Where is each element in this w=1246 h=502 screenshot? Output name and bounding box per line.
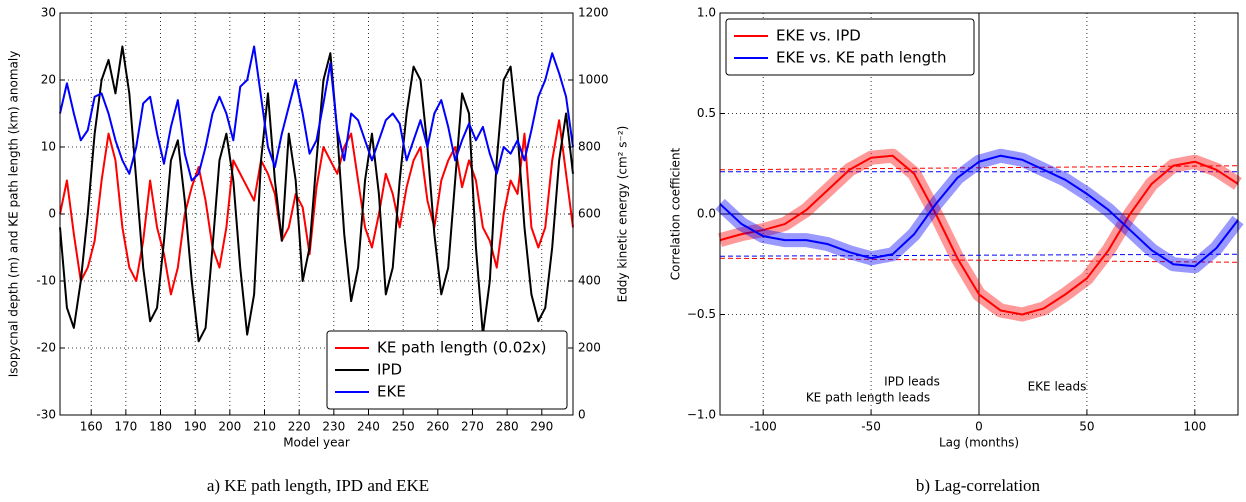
x-tick-label: 0 [975, 420, 983, 434]
x-tick-label: 290 [530, 420, 553, 434]
y-tick-label: 20 [41, 73, 56, 87]
x-tick-label: -50 [861, 420, 881, 434]
x-axis-label: Lag (months) [939, 436, 1019, 450]
y2-tick-label: 600 [578, 207, 601, 221]
x-tick-label: 170 [114, 420, 137, 434]
caption: b) Lag-correlation [916, 476, 1041, 495]
y-tick-label: −1.0 [687, 408, 716, 422]
x-tick-label: 270 [461, 420, 484, 434]
x-tick-label: 220 [288, 420, 311, 434]
y-axis-label: Correlation coefficient [669, 147, 683, 280]
y-tick-label: 10 [41, 140, 56, 154]
x-axis-label: Model year [283, 436, 350, 450]
y2-tick-label: 0 [578, 408, 586, 422]
x-tick-label: 100 [1183, 420, 1206, 434]
legend-label: IPD [377, 361, 402, 379]
significance-line [719, 253, 1239, 257]
annotation: KE path length leads [806, 391, 930, 405]
x-tick-label: 180 [149, 420, 172, 434]
y-tick-label: 0.5 [697, 106, 716, 120]
x-tick-label: 160 [80, 420, 103, 434]
legend-box [326, 330, 568, 410]
series-line [59, 119, 574, 296]
legend-box [725, 18, 975, 76]
x-tick-label: 260 [426, 420, 449, 434]
plot-frame [719, 12, 1239, 416]
series-line [59, 45, 574, 182]
x-tick-label: 230 [322, 420, 345, 434]
x-tick-label: 210 [253, 420, 276, 434]
y-tick-label: 30 [41, 6, 56, 20]
y2-tick-label: 800 [578, 140, 601, 154]
x-tick-label: 280 [496, 420, 519, 434]
y-tick-label: 0 [48, 207, 56, 221]
x-tick-label: 190 [184, 420, 207, 434]
y2-tick-label: 1200 [578, 6, 609, 20]
y2-tick-label: 400 [578, 274, 601, 288]
y-tick-label: -10 [36, 274, 56, 288]
x-tick-label: 50 [1079, 420, 1094, 434]
annotation: EKE leads [1028, 380, 1087, 394]
x-tick-label: 200 [218, 420, 241, 434]
x-tick-label: 250 [392, 420, 415, 434]
caption: a) KE path length, IPD and EKE [207, 476, 429, 495]
y-tick-label: 1.0 [697, 6, 716, 20]
y2-tick-label: 1000 [578, 73, 609, 87]
y-axis-label: Isopycnal depth (m) and KE path length (… [7, 51, 21, 378]
legend-label: EKE vs. KE path length [776, 49, 947, 67]
significance-line [719, 257, 1239, 263]
legend-label: KE path length (0.02x) [377, 339, 547, 357]
x-tick-label: 240 [357, 420, 380, 434]
series-line [719, 154, 1239, 268]
annotation: IPD leads [884, 375, 940, 389]
series-line [59, 45, 574, 343]
series-line [719, 154, 1239, 316]
significance-line [719, 165, 1239, 171]
plot-frame [59, 12, 574, 416]
legend-label: EKE [377, 383, 406, 401]
y-tick-label: −0.5 [687, 307, 716, 321]
y-tick-label: 0.0 [697, 207, 716, 221]
legend-label: EKE vs. IPD [776, 27, 861, 45]
y-tick-label: -20 [36, 341, 56, 355]
x-tick-label: -100 [750, 420, 777, 434]
y-tick-label: -30 [36, 408, 56, 422]
y2-tick-label: 200 [578, 341, 601, 355]
y2-axis-label: Eddy kinetic energy (cm² s⁻²) [616, 126, 630, 303]
